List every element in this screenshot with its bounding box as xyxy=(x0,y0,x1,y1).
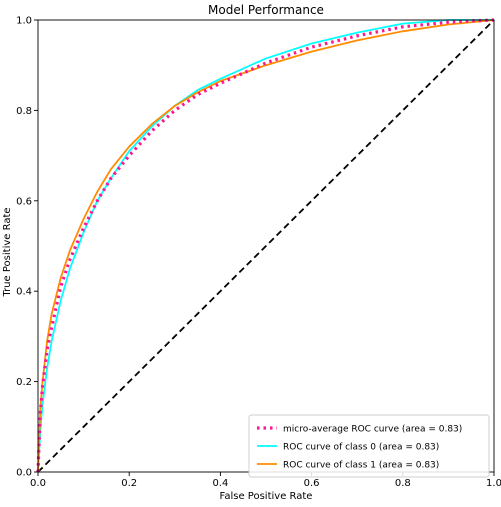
legend-box xyxy=(248,414,490,478)
x-tick-label-4: 0.8 xyxy=(395,478,411,489)
axes: 0.0 0.2 0.4 0.6 0.8 1.0 0.0 0.2 0.4 0.6 0.8 1.0 xyxy=(16,16,501,490)
x-tick-label-2: 0.4 xyxy=(212,478,228,489)
x-tick-label-1: 0.2 xyxy=(121,478,137,489)
legend-label-2: ROC curve of class 1 (area = 0.83) xyxy=(283,461,439,471)
series-line-2 xyxy=(37,19,495,473)
y-tick-label-1: 0.2 xyxy=(16,377,32,388)
x-axis-label: False Positive Rate xyxy=(220,491,313,502)
x-tick-label-3: 0.6 xyxy=(304,478,320,489)
y-axis-label: True Positive Rate xyxy=(2,207,13,297)
series-line-3 xyxy=(37,19,495,473)
y-tick-label-5: 1.0 xyxy=(16,16,32,27)
chart-title: Model Performance xyxy=(208,3,324,17)
legend-label-1: ROC curve of class 0 (area = 0.83) xyxy=(283,443,439,453)
series-line-0 xyxy=(36,18,495,473)
x-tick-label-0: 0.0 xyxy=(30,478,46,489)
legend-label-0: micro-average ROC curve (area = 0.83) xyxy=(283,425,462,435)
y-tick-label-0: 0.0 xyxy=(16,468,32,479)
y-tick-label-2: 0.4 xyxy=(16,287,32,298)
x-tick-label-5: 1.0 xyxy=(486,478,501,489)
y-tick-label-3: 0.6 xyxy=(16,196,32,207)
y-tick-label-4: 0.8 xyxy=(16,106,32,117)
series-line-1 xyxy=(37,19,494,473)
plot-area xyxy=(36,18,495,473)
legend: micro-average ROC curve (area = 0.83) ROC… xyxy=(248,414,490,478)
